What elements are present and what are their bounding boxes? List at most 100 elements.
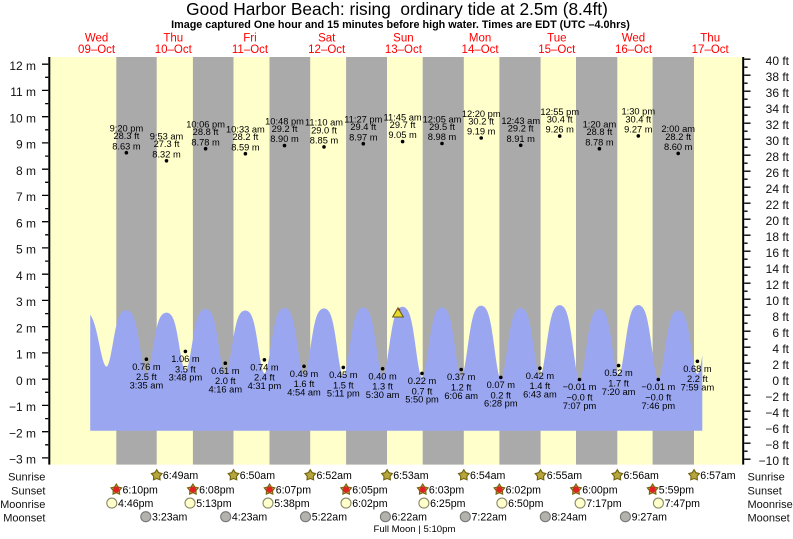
- svg-text:6:50pm: 6:50pm: [508, 498, 544, 510]
- svg-text:6:03pm: 6:03pm: [429, 485, 465, 497]
- svg-text:Wed: Wed: [622, 33, 645, 45]
- svg-text:6:28 pm: 6:28 pm: [484, 399, 518, 409]
- svg-text:1.6 ft: 1.6 ft: [294, 379, 315, 389]
- svg-text:8:24am: 8:24am: [552, 512, 588, 524]
- svg-text:6:02pm: 6:02pm: [506, 485, 542, 497]
- svg-text:6:54am: 6:54am: [470, 470, 506, 482]
- svg-text:28.2 ft: 28.2 ft: [232, 132, 258, 142]
- svg-text:9:20 pm: 9:20 pm: [110, 124, 144, 134]
- svg-text:Sat: Sat: [318, 33, 336, 45]
- svg-text:28.8 ft: 28.8 ft: [193, 127, 219, 137]
- svg-text:0.68 m: 0.68 m: [683, 364, 712, 374]
- svg-text:4:23am: 4:23am: [232, 512, 268, 524]
- svg-text:29.2 ft: 29.2 ft: [272, 124, 298, 134]
- svg-text:5:59pm: 5:59pm: [659, 485, 695, 497]
- svg-text:0.49 m: 0.49 m: [290, 369, 319, 379]
- svg-text:09–Oct: 09–Oct: [78, 44, 116, 56]
- svg-text:14 ft: 14 ft: [766, 262, 790, 276]
- svg-text:26 ft: 26 ft: [766, 166, 790, 180]
- svg-text:2.5 ft: 2.5 ft: [136, 372, 157, 382]
- svg-text:8.85 m: 8.85 m: [310, 136, 339, 146]
- svg-text:−2 m: −2 m: [9, 426, 36, 440]
- svg-text:8.78 m: 8.78 m: [191, 137, 220, 147]
- svg-text:12–Oct: 12–Oct: [308, 44, 346, 56]
- svg-text:9:53 am: 9:53 am: [150, 132, 184, 142]
- svg-text:10:06 pm: 10:06 pm: [186, 120, 225, 130]
- svg-text:9:27am: 9:27am: [632, 512, 668, 524]
- svg-text:12:20 pm: 12:20 pm: [462, 109, 501, 119]
- svg-text:30.2 ft: 30.2 ft: [468, 116, 494, 126]
- svg-text:8.90 m: 8.90 m: [270, 134, 299, 144]
- svg-text:8 ft: 8 ft: [772, 310, 789, 324]
- svg-text:4 m: 4 m: [16, 269, 36, 283]
- svg-text:6:07pm: 6:07pm: [276, 485, 312, 497]
- svg-text:29.5 ft: 29.5 ft: [429, 122, 455, 132]
- svg-text:7:20 am: 7:20 am: [602, 387, 636, 397]
- svg-text:−4 ft: −4 ft: [765, 406, 789, 420]
- svg-text:6:25pm: 6:25pm: [430, 498, 466, 510]
- svg-text:8.63 m: 8.63 m: [112, 141, 141, 151]
- svg-text:6:52am: 6:52am: [317, 470, 353, 482]
- svg-text:6:50am: 6:50am: [240, 470, 276, 482]
- svg-text:2.2 ft: 2.2 ft: [687, 374, 708, 384]
- svg-text:32 ft: 32 ft: [766, 118, 790, 132]
- svg-text:0.76 m: 0.76 m: [132, 362, 161, 372]
- svg-text:5:50 pm: 5:50 pm: [405, 395, 439, 405]
- svg-text:Image captured One hour and 15: Image captured One hour and 15 minutes b…: [171, 19, 630, 31]
- svg-text:17–Oct: 17–Oct: [692, 44, 730, 56]
- svg-text:Good Harbor Beach: rising ord: Good Harbor Beach: rising ordinary tide …: [186, 0, 608, 19]
- svg-text:6 m: 6 m: [16, 216, 36, 230]
- svg-text:6:02pm: 6:02pm: [352, 498, 388, 510]
- svg-text:3 m: 3 m: [16, 295, 36, 309]
- svg-text:34 ft: 34 ft: [766, 102, 790, 116]
- svg-text:0 m: 0 m: [16, 374, 36, 388]
- svg-text:0.61 m: 0.61 m: [211, 366, 240, 376]
- svg-text:36 ft: 36 ft: [766, 86, 790, 100]
- svg-text:6:43 am: 6:43 am: [523, 390, 557, 400]
- svg-text:2 m: 2 m: [16, 321, 36, 335]
- svg-text:6:55am: 6:55am: [547, 470, 583, 482]
- svg-text:6:57am: 6:57am: [700, 470, 736, 482]
- svg-text:5:22am: 5:22am: [312, 512, 348, 524]
- svg-text:7:07 pm: 7:07 pm: [563, 401, 597, 411]
- svg-text:16–Oct: 16–Oct: [615, 44, 653, 56]
- svg-text:28.2 ft: 28.2 ft: [665, 132, 691, 142]
- svg-text:3.5 ft: 3.5 ft: [175, 364, 196, 374]
- svg-text:38 ft: 38 ft: [766, 70, 790, 84]
- svg-text:−0.0 ft: −0.0 ft: [645, 392, 672, 402]
- svg-text:2.0 ft: 2.0 ft: [215, 376, 236, 386]
- svg-text:8.78 m: 8.78 m: [585, 137, 614, 147]
- svg-text:7:47pm: 7:47pm: [665, 498, 701, 510]
- svg-text:7:59 am: 7:59 am: [681, 383, 715, 393]
- svg-text:8.32 m: 8.32 m: [152, 149, 181, 159]
- svg-text:24 ft: 24 ft: [766, 182, 790, 196]
- svg-text:6:49am: 6:49am: [163, 470, 199, 482]
- svg-text:3:35 am: 3:35 am: [130, 381, 164, 391]
- svg-text:9.05 m: 9.05 m: [388, 130, 417, 140]
- svg-text:6:22am: 6:22am: [392, 512, 428, 524]
- svg-text:4 ft: 4 ft: [772, 342, 789, 356]
- svg-text:0.7 ft: 0.7 ft: [412, 386, 433, 396]
- svg-text:Sunrise: Sunrise: [8, 471, 45, 483]
- svg-text:29.0 ft: 29.0 ft: [311, 125, 337, 135]
- svg-text:29.7 ft: 29.7 ft: [390, 120, 416, 130]
- svg-text:6 ft: 6 ft: [772, 326, 789, 340]
- svg-text:Moonset: Moonset: [3, 513, 45, 525]
- svg-text:3:23am: 3:23am: [152, 512, 188, 524]
- svg-text:28 ft: 28 ft: [766, 150, 790, 164]
- svg-text:6:10pm: 6:10pm: [123, 485, 159, 497]
- svg-text:30.4 ft: 30.4 ft: [625, 114, 651, 124]
- svg-text:Wed: Wed: [85, 33, 108, 45]
- svg-text:18 ft: 18 ft: [766, 230, 790, 244]
- svg-text:8.59 m: 8.59 m: [231, 142, 260, 152]
- svg-text:10:33 am: 10:33 am: [226, 125, 265, 135]
- svg-text:Fri: Fri: [243, 33, 256, 45]
- svg-text:−10 ft: −10 ft: [759, 454, 790, 468]
- svg-text:16 ft: 16 ft: [766, 246, 790, 260]
- svg-text:Sunset: Sunset: [11, 486, 45, 498]
- svg-text:0.74 m: 0.74 m: [250, 362, 279, 372]
- svg-text:12:55 pm: 12:55 pm: [540, 107, 579, 117]
- svg-text:8.97 m: 8.97 m: [349, 132, 378, 142]
- svg-text:Moonrise: Moonrise: [748, 499, 793, 511]
- svg-text:−2 ft: −2 ft: [765, 390, 789, 404]
